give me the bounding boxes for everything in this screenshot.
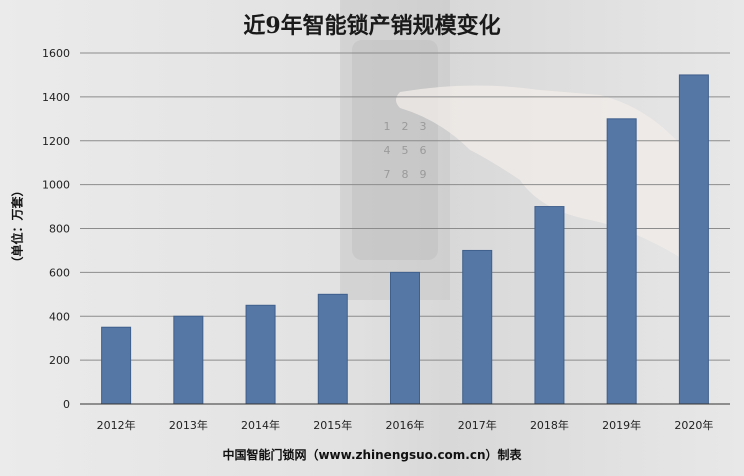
bar-2017年 [462,249,493,405]
bar-2019年 [606,118,637,405]
bar-2014年 [245,304,276,405]
y-axis-label: （单位：万套） [10,184,25,269]
x-tick-label: 2019年 [602,418,641,432]
x-tick-label: 2012年 [97,418,136,432]
bar-2016年 [390,271,420,405]
bar-2018年 [534,206,565,405]
x-tick-label: 2016年 [386,418,425,432]
chart-title: 近9年智能锁产销规模变化 [243,13,501,39]
x-tick-label: 2013年 [169,418,208,432]
x-tick-label: 2014年 [241,418,280,432]
keypad-digit: 6 [420,144,427,157]
source-note: 中国智能门锁网（www.zhinengsuo.com.cn）制表 [222,448,522,462]
y-tick-label: 1400 [42,91,70,104]
y-tick-label: 1600 [42,47,70,60]
bar-2015年 [317,293,348,405]
keypad-digit: 5 [402,144,409,157]
bar-2012年 [101,326,132,405]
keypad: 1 2 3 4 5 6 7 8 9 [384,120,427,181]
x-tick-label: 2020年 [674,418,713,432]
y-tick-label: 200 [49,354,70,367]
keypad-digit: 9 [420,168,427,181]
y-tick-label: 1200 [42,135,70,148]
x-tick-label: 2018年 [530,418,569,432]
y-tick-label: 400 [49,310,70,323]
keypad-digit: 3 [420,120,427,133]
keypad-digit: 1 [384,120,391,133]
y-tick-label: 0 [63,398,70,411]
y-tick-label: 1000 [42,179,70,192]
keypad-digit: 2 [402,120,409,133]
x-tick-label: 2017年 [458,418,497,432]
y-tick-label: 800 [49,223,70,236]
keypad-digit: 8 [402,168,409,181]
lock-panel [340,0,450,300]
y-tick-label: 600 [49,266,70,279]
bar-2013年 [173,315,204,405]
keypad-digit: 7 [384,168,391,181]
bar-2020年 [678,74,709,405]
x-tick-label: 2015年 [313,418,352,432]
keypad-digit: 4 [384,144,391,157]
